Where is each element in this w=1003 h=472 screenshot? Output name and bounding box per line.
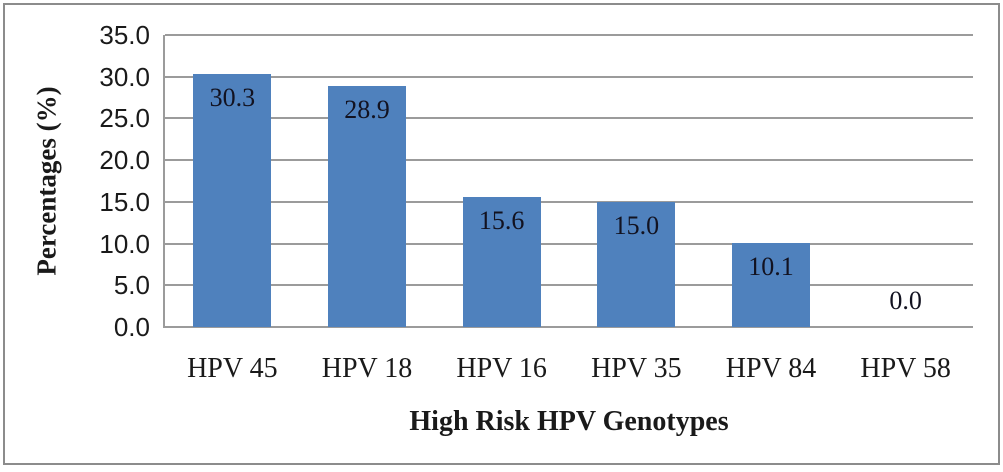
x-category-label: HPV 45: [187, 353, 278, 384]
x-category-label: HPV 35: [591, 353, 682, 384]
gridline: [165, 284, 973, 287]
bar: [462, 196, 541, 327]
bar-value-label: 30.3: [209, 83, 256, 113]
bar-value-label: 28.9: [344, 94, 390, 124]
bar-value-label: 15.6: [478, 205, 525, 235]
y-tick-label: 30.0: [99, 61, 150, 92]
y-tick-label: 25.0: [99, 103, 150, 134]
y-tick-label: 20.0: [99, 145, 150, 176]
gridline: [165, 117, 973, 120]
x-category-label: HPV 16: [456, 353, 547, 384]
y-axis-line: [163, 35, 165, 328]
bar-value-label: 15.0: [613, 210, 660, 240]
bar-value-label: 10.1: [748, 251, 794, 281]
gridline: [165, 159, 973, 162]
gridline: [165, 34, 973, 36]
gridline: [165, 200, 973, 203]
y-tick-label: 15.0: [99, 186, 150, 217]
bar: [193, 74, 272, 327]
y-tick-label: 10.0: [99, 228, 150, 259]
bar: [732, 242, 810, 327]
gridline: [165, 75, 973, 78]
y-tick-label: 0.0: [113, 312, 150, 342]
bar: [328, 85, 406, 327]
gridline: [165, 242, 973, 245]
x-category-label: HPV 84: [725, 353, 817, 384]
bar: [597, 201, 676, 327]
bar-value-label: 0.0: [889, 286, 922, 315]
x-category-label: HPV 58: [860, 353, 951, 384]
x-axis-title: High Risk HPV Genotypes: [409, 406, 729, 437]
x-category-label: HPV 18: [321, 353, 413, 384]
y-tick-label: 5.0: [113, 270, 150, 301]
y-tick-label: 35.0: [99, 20, 150, 50]
gridline: [165, 326, 973, 328]
